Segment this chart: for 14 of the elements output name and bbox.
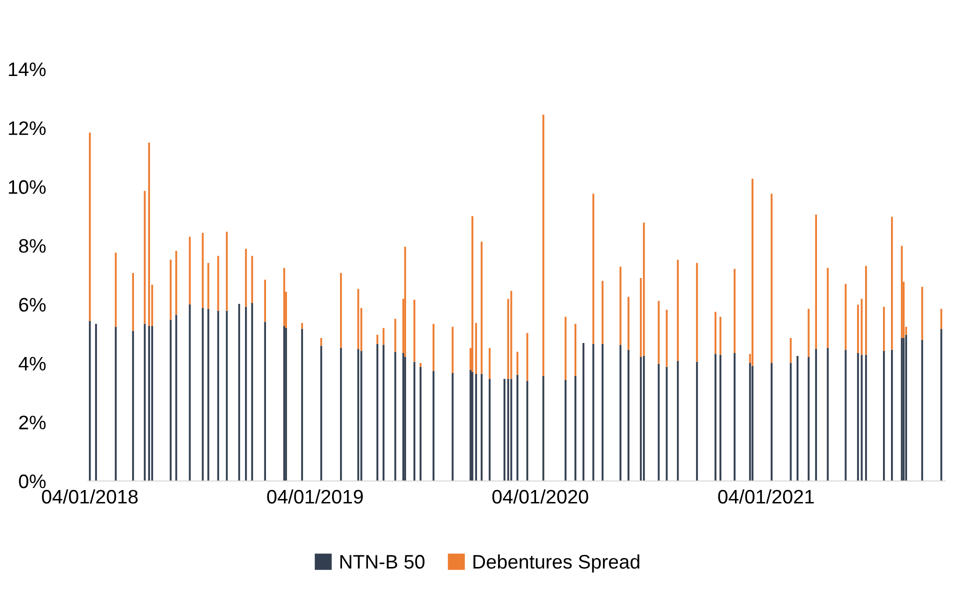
x-tick-label: 04/01/2018 xyxy=(42,489,138,504)
y-tick-label: 2% xyxy=(19,416,46,430)
y-tick-label: 6% xyxy=(19,298,46,312)
y-tick-label: 14% xyxy=(8,62,46,76)
y-tick-label: 10% xyxy=(8,180,46,194)
x-tick-label: 04/01/2021 xyxy=(718,489,814,504)
y-tick-label: 12% xyxy=(8,121,46,136)
x-tick-label: 04/01/2019 xyxy=(267,489,363,504)
y-tick-label: 0% xyxy=(18,474,46,488)
x-tick-label: 04/01/2020 xyxy=(492,489,588,504)
legend-label: Debentures Spread xyxy=(474,554,640,573)
legend-label: NTN-B 50 xyxy=(340,554,424,569)
y-tick-label: 8% xyxy=(19,239,46,253)
y-tick-label: 4% xyxy=(18,356,46,370)
